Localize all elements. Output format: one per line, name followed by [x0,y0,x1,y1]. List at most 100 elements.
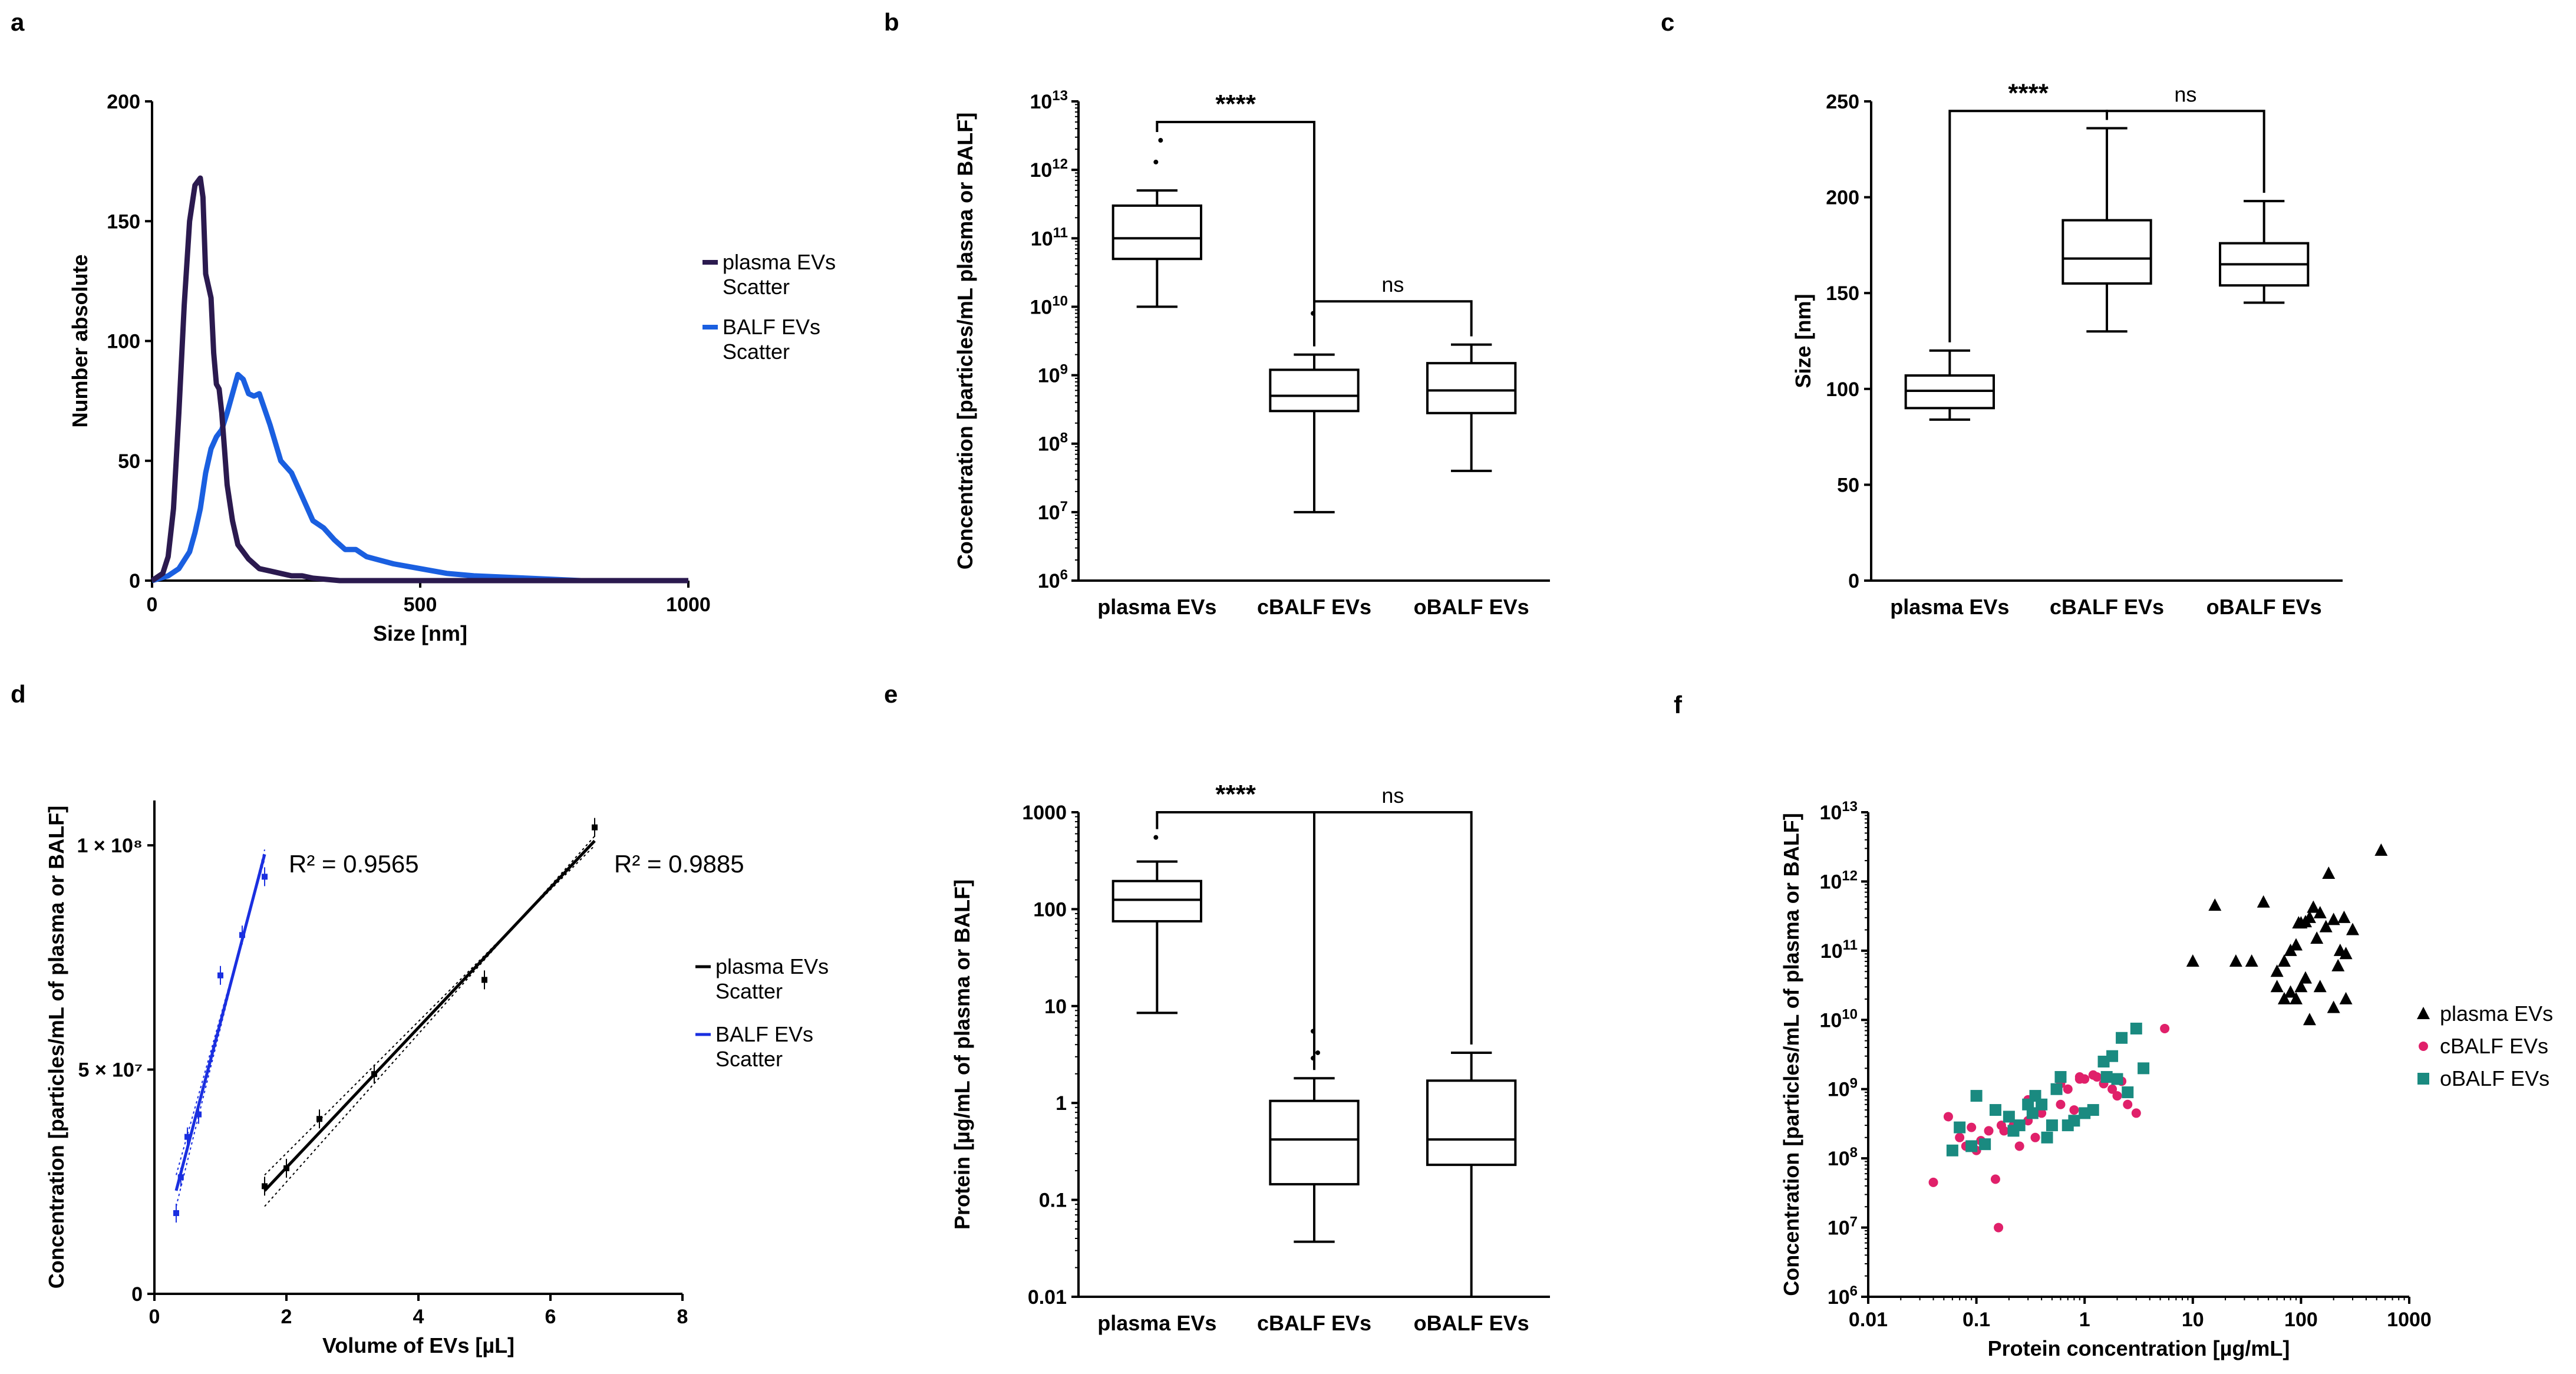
chart-a-xlabel: Size [nm] [373,621,467,645]
chart-f-point [2307,900,2320,913]
chart-f-ytick-label-exp: 7 [1850,1214,1858,1230]
chart-f-ytick-label: 1013 [1819,799,1858,824]
chart-a-ytick-label: 100 [107,331,140,353]
chart-f-point [2310,931,2324,944]
chart-f-point [2037,1108,2047,1118]
chart-b-ytick-label-base: 10 [1030,159,1052,182]
chart-d-point [184,1134,190,1140]
chart-f-point [2123,1099,2133,1109]
chart-b-ytick-label-exp: 13 [1052,88,1068,104]
chart-e-ytick-label: 0.01 [1028,1286,1067,1309]
chart-d-r2-annotation: R² = 0.9565 [289,850,419,878]
chart-f-ytick-label-exp: 6 [1850,1283,1858,1299]
chart-b-ytick-label-base: 10 [1038,433,1060,456]
chart-d-point [371,1071,377,1078]
chart-b-category-label: oBALF EVs [1414,595,1529,619]
chart-d-xtick-label: 2 [281,1306,292,1328]
chart-a-legend-label-line: Scatter [723,275,790,299]
chart-e-category-label: oBALF EVs [1414,1311,1529,1335]
chart-d-xtick-label: 6 [545,1306,556,1328]
chart-f-ytick-label: 107 [1828,1214,1858,1240]
chart-e-box [1269,1099,1360,1186]
chart-e-ytick-label: 100 [1033,898,1067,921]
chart-b-ytick-label-exp: 8 [1060,430,1068,446]
chart-f-point [2068,1115,2080,1127]
chart-f-xtick-label: 0.01 [1849,1309,1888,1331]
chart-b-significance-label: ns [1381,272,1404,296]
chart-e-significance-bracket [1156,811,1315,1070]
chart-e-ytick-label: 1 [1056,1092,1067,1115]
chart-f-ytick-label-base: 10 [1820,940,1843,963]
chart-f-point [2122,1086,2134,1099]
chart-a-legend-label: plasma EVs Scatter [723,250,836,299]
chart-d-legend-label-line: plasma EVs [715,954,829,978]
chart-d-point [173,1210,179,1217]
chart-b-ytick-label-exp: 10 [1052,293,1068,309]
chart-b-ytick-label: 107 [1038,499,1068,524]
chart-f-point [2100,1071,2113,1083]
chart-f-ytick-label: 106 [1828,1283,1858,1309]
chart-a-ytick-label: 150 [107,210,140,233]
chart-f-xtick-label: 1000 [2387,1309,2432,1331]
panel-label-d: d [11,680,26,708]
chart-f-legend-label: oBALF EVs [2440,1066,2549,1090]
chart-f-point [2245,954,2258,967]
chart-f-point [2333,943,2347,956]
chart-c-ytick-label: 200 [1826,187,1859,209]
chart-e-ytick-label: 0.1 [1039,1190,1067,1212]
chart-c-significance-bracket [2106,110,2265,193]
chart-f-point [2277,954,2291,967]
chart-f-point [2014,1141,2024,1151]
chart-d-point [239,932,245,938]
chart-b-ytick-label: 1013 [1030,88,1068,113]
chart-f-point [2111,1073,2123,1085]
chart-b-ytick-label-exp: 6 [1060,567,1068,583]
chart-f-point [1955,1132,1965,1142]
chart-c-ytick-label: 50 [1837,474,1859,496]
chart-f-point [2257,895,2270,908]
chart-f-point [2069,1105,2079,1115]
chart-f-point [2284,985,2297,998]
chart-a-xtick-label: 0 [147,594,158,616]
chart-b-ytick-label: 109 [1038,362,1068,387]
chart-f-point [2112,1091,2122,1101]
chart-a-legend-label-line: plasma EVs [723,250,836,274]
chart-f-point [2270,964,2284,977]
chart-f-ytick-label-exp: 11 [1843,937,1858,953]
chart-f-point [2298,971,2312,984]
chart-a-ytick-label: 200 [107,91,140,113]
chart-a: a 0 50 100 150 200 0 500 1000 Size [nm] Number abs… [11,8,836,645]
chart-e-significance-bracket [1313,811,1473,1044]
chart-f-ytick-label-exp: 8 [1850,1145,1858,1161]
chart-f-point [2050,1083,2063,1095]
chart-f-ytick-label: 1010 [1819,1006,1858,1032]
chart-d-point [283,1165,289,1171]
chart-f-legend-marker [2419,1042,2428,1051]
chart-b-ytick-label: 1010 [1030,293,1068,318]
chart-f-ylabel: Concentration [particles/mL of plasma or… [1779,813,1803,1296]
chart-c-ytick-label: 100 [1826,378,1859,401]
chart-d-point [481,977,487,983]
chart-e-outlier [1153,835,1159,840]
chart-b-significance-bracket [1313,300,1473,337]
chart-d-point [316,1116,322,1122]
chart-a-xtick-label: 1000 [666,594,711,616]
chart-f-point [2294,980,2308,993]
chart-f-point [2322,866,2336,879]
chart-f-point [2063,1084,2073,1094]
chart-f-point [2026,1107,2039,1119]
chart-f-point [2013,1119,2026,1132]
chart-f-ytick-label-base: 10 [1828,1079,1850,1101]
chart-c-ytick-label: 250 [1826,91,1859,113]
chart-f-point [1954,1121,1966,1134]
chart-f-point [2313,980,2327,993]
chart-f-ytick-label-base: 10 [1828,1148,1850,1170]
chart-f-point [2208,898,2222,911]
chart-f-point [2030,1132,2040,1142]
chart-f-point [2289,991,2303,1004]
chart-e-ytick-label: 1000 [1022,802,1067,824]
chart-f-xtick-label: 100 [2284,1309,2318,1331]
chart-b-ylabel: Concentration [particles/mL plasma or BA… [953,113,977,569]
chart-f-point [2284,943,2297,956]
